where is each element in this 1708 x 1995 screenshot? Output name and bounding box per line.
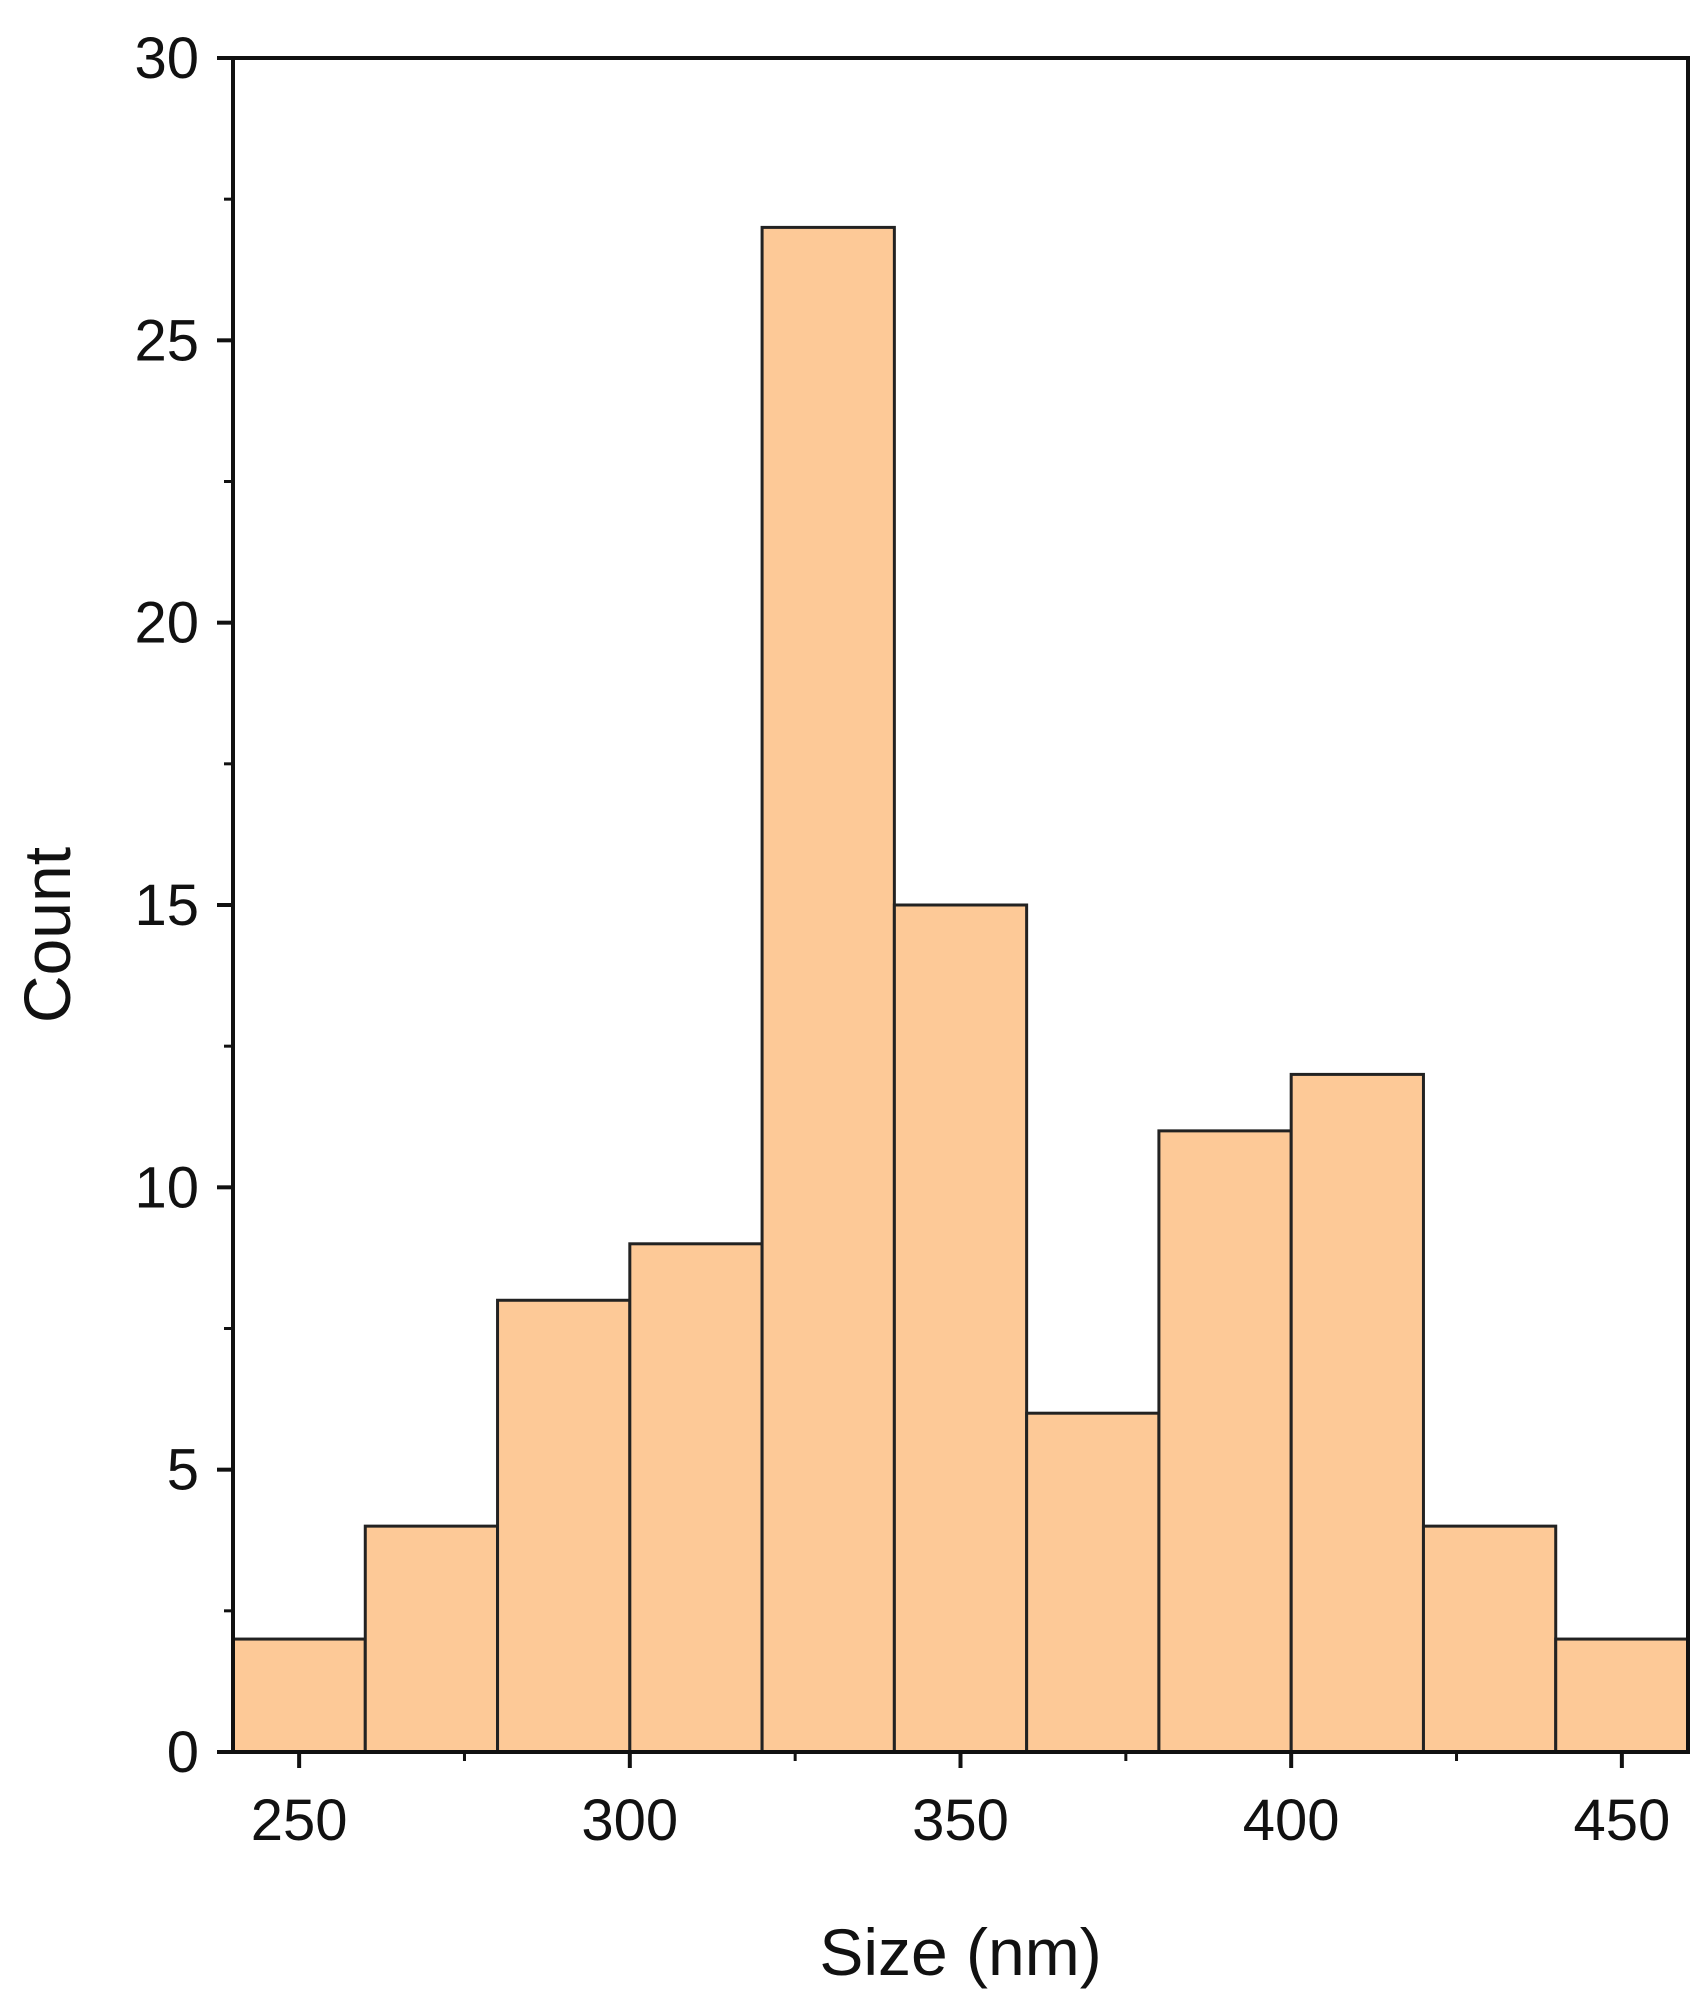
y-tick-label: 25 — [134, 308, 199, 373]
histogram-bar — [363, 1524, 500, 1754]
x-tick-label: 450 — [1573, 1788, 1670, 1853]
histogram-bar — [760, 225, 896, 1754]
y-tick-label: 15 — [134, 873, 199, 938]
histogram-bar — [1025, 1411, 1161, 1754]
x-tick-label: 400 — [1243, 1788, 1340, 1853]
y-tick-label: 5 — [167, 1438, 199, 1503]
y-axis-title: Count — [10, 847, 84, 1023]
y-tick-label: 10 — [134, 1155, 199, 1220]
histogram-bar — [231, 1637, 367, 1754]
tick-labels-layer: 250 300 350 400 450 0 5 10 15 20 25 30 — [134, 26, 1670, 1853]
y-tick-label: 0 — [167, 1720, 199, 1785]
x-tick-label: 250 — [251, 1788, 348, 1853]
histogram-bar — [1157, 1129, 1293, 1754]
ticks-layer — [217, 56, 1624, 1768]
x-axis-title: Size (nm) — [819, 1915, 1101, 1989]
histogram-bar — [892, 903, 1029, 1754]
histogram-bar — [1421, 1524, 1558, 1754]
bars-layer — [231, 225, 1690, 1754]
x-tick-label: 350 — [912, 1788, 1009, 1853]
y-tick-label: 30 — [134, 26, 199, 91]
histogram-bar — [1289, 1072, 1425, 1754]
histogram-bar — [496, 1298, 632, 1754]
histogram-bar — [1554, 1637, 1690, 1754]
histogram-bar — [628, 1242, 764, 1754]
y-tick-label: 20 — [134, 591, 199, 656]
x-tick-label: 300 — [581, 1788, 678, 1853]
